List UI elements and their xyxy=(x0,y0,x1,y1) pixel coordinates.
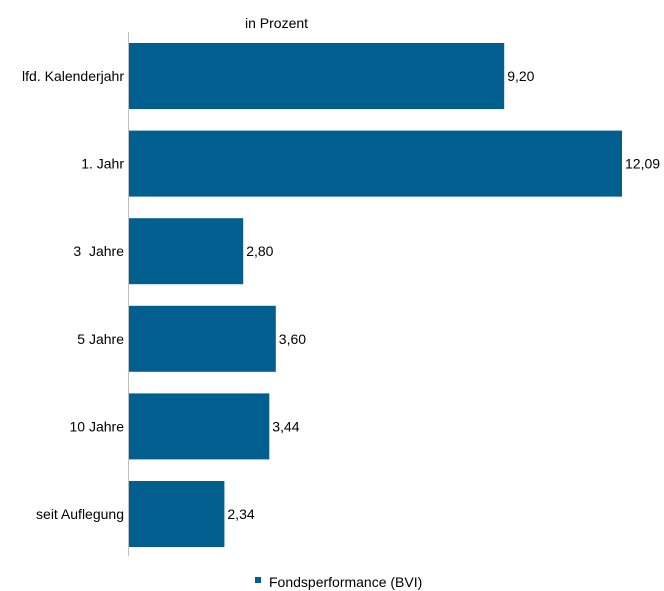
bars-group xyxy=(129,43,622,547)
bar-3 xyxy=(129,305,276,372)
bar-2 xyxy=(129,218,244,285)
bar-0 xyxy=(129,43,505,109)
data-label-3: 3,60 xyxy=(279,331,306,347)
data-label-4: 3,44 xyxy=(272,418,299,434)
data-label-0: 9,20 xyxy=(507,68,534,84)
category-label-5: seit Auflegung xyxy=(36,506,124,522)
category-label-1: 1. Jahr xyxy=(81,156,124,172)
category-label-3: 5 Jahre xyxy=(77,331,124,347)
category-labels: lfd. Kalenderjahr 1. Jahr 3 Jahre 5 Jahre 10… xyxy=(22,68,124,522)
unit-label: in Prozent xyxy=(245,15,308,31)
data-labels: 9,20 12,09 2,80 3,60 3,44 2,34 xyxy=(227,68,660,522)
legend-label: Fondsperformance (BVI) xyxy=(269,574,422,590)
bar-5 xyxy=(129,481,225,547)
legend: Fondsperformance (BVI) xyxy=(255,574,422,590)
bar-1 xyxy=(129,130,622,197)
bar-4 xyxy=(129,393,270,460)
data-label-2: 2,80 xyxy=(246,243,273,259)
legend-swatch xyxy=(255,577,261,583)
data-label-5: 2,34 xyxy=(227,506,254,522)
data-label-1: 12,09 xyxy=(625,156,660,172)
category-label-0: lfd. Kalenderjahr xyxy=(22,68,124,84)
category-label-4: 10 Jahre xyxy=(70,418,125,434)
category-label-2: 3 Jahre xyxy=(73,243,124,259)
